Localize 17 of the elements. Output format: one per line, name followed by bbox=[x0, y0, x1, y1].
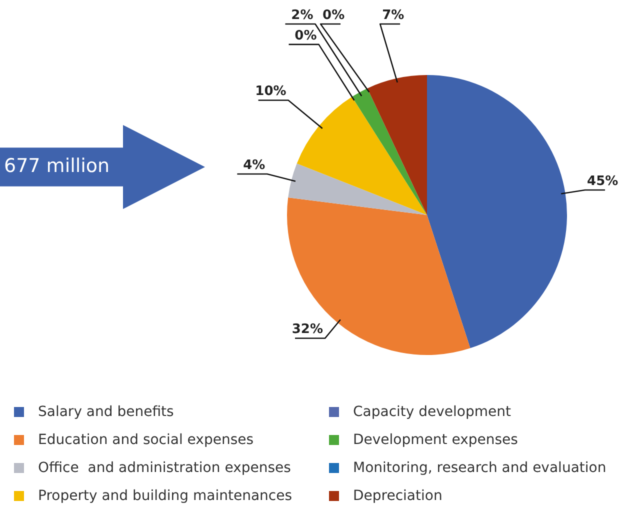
legend-label: Capacity development bbox=[352, 403, 512, 422]
text: 677 million bbox=[4, 154, 110, 179]
legend-label: Education and social expenses bbox=[37, 431, 255, 450]
data-label: 4% bbox=[243, 158, 266, 173]
legend-label: Office and administration expenses bbox=[37, 459, 292, 478]
legend-label: Salary and benefits bbox=[37, 403, 175, 422]
legend-label: Property and building maintenances bbox=[37, 487, 294, 505]
data-label: 32% bbox=[292, 322, 324, 338]
text: 0% bbox=[294, 28, 317, 44]
data-label: 10% bbox=[255, 84, 286, 100]
data-label: 7% bbox=[382, 8, 404, 23]
legend-label: Development expenses bbox=[352, 431, 519, 450]
text: 0% bbox=[322, 8, 345, 23]
data-label: 2% bbox=[291, 8, 314, 23]
data-label: 45% bbox=[587, 174, 618, 189]
legend-label: Monitoring, research and evaluation bbox=[352, 459, 608, 478]
legend-label: Depreciation bbox=[352, 487, 444, 505]
